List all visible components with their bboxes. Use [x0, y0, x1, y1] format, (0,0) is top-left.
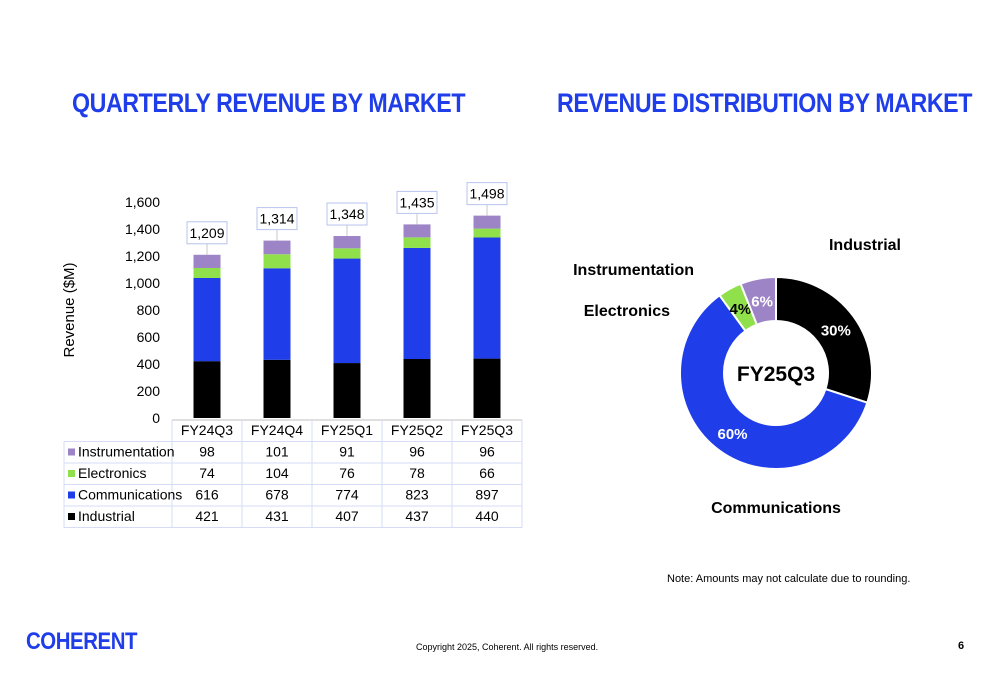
table-value: 897: [475, 487, 499, 503]
slice-percent-label: 30%: [821, 323, 851, 340]
bar-communications-fy24q3: [193, 278, 221, 362]
y-tick-label: 800: [137, 302, 161, 318]
table-value: 76: [339, 465, 355, 481]
donut-chart: 30% Industrial 60% Communications 4% Electron…: [573, 237, 901, 517]
slice-name-label: Industrial: [829, 237, 901, 254]
table-value: 101: [265, 444, 289, 460]
slice-percent-label: 6%: [751, 293, 773, 310]
table-value: 437: [405, 508, 429, 524]
table-value: 104: [265, 465, 289, 481]
bar-electronics-fy25q2: [403, 237, 431, 248]
total-label: 1,435: [399, 194, 434, 210]
bar-communications-fy25q1: [333, 258, 361, 364]
logo-text: COHERENT: [26, 628, 138, 655]
bar-electronics-fy24q3: [193, 268, 221, 279]
legend-swatch-industrial: [68, 513, 75, 520]
y-tick-label: 1,200: [125, 248, 160, 264]
bar-industrial-fy24q4: [263, 359, 291, 418]
category-label: FY24Q4: [251, 422, 303, 438]
stacked-bar-chart: 0 200 400 600 800 1,000 1,200 1,400 1,600 Revenue…: [61, 182, 523, 528]
legend-swatch-instrumentation: [68, 448, 75, 456]
category-label: FY24Q3: [181, 422, 233, 438]
total-callout-box: [256, 207, 298, 231]
slice-percent-label: 60%: [717, 426, 747, 443]
bar-communications-fy24q4: [263, 268, 291, 360]
bar-communications-fy25q2: [403, 247, 431, 360]
table-value: 91: [339, 444, 355, 460]
table-value: 678: [265, 487, 289, 503]
table-value: 616: [195, 487, 219, 503]
total-callout-box: [396, 190, 438, 214]
bar-industrial-fy25q3: [473, 358, 501, 418]
rounding-note: Note: Amounts may not calculate due to r…: [667, 573, 911, 585]
y-tick-label: 600: [137, 329, 161, 345]
total-callout-box: [326, 202, 368, 226]
table-value: 774: [335, 487, 359, 503]
bar-communications-fy25q3: [473, 237, 501, 359]
y-tick-label: 1,000: [125, 275, 160, 291]
table-value: 98: [199, 444, 215, 460]
slice-name-label: Communications: [711, 500, 841, 517]
table-value: 421: [195, 508, 219, 524]
copyright: Copyright 2025, Coherent. All rights res…: [416, 642, 599, 652]
donut-center-label: FY25Q3: [737, 363, 815, 386]
bar-industrial-fy25q2: [403, 359, 431, 418]
donut-slice-instrumentation: [739, 275, 777, 326]
bar-electronics-fy25q1: [333, 248, 361, 259]
bar-electronics-fy25q3: [473, 228, 501, 238]
y-axis-label: Revenue ($M): [61, 262, 78, 357]
table-value: 440: [475, 508, 499, 524]
bar-instrumentation-fy25q2: [403, 224, 431, 238]
slice-percent-label: 4%: [730, 301, 752, 318]
table-value: 96: [479, 444, 495, 460]
y-tick-label: 0: [152, 410, 160, 426]
y-tick-label: 200: [137, 383, 161, 399]
total-label: 1,314: [259, 211, 294, 227]
total-callout-box: [466, 182, 508, 206]
right-chart-title: REVENUE DISTRIBUTION BY MARKET: [557, 88, 972, 118]
total-label: 1,348: [329, 206, 364, 222]
category-label: FY25Q2: [391, 422, 443, 438]
coherent-logo: COHERENT: [26, 628, 157, 656]
total-callout-box: [186, 221, 228, 245]
slice-name-label: Instrumentation: [573, 262, 694, 279]
bar-industrial-fy25q1: [333, 363, 361, 418]
table-value: 407: [335, 508, 359, 524]
legend-label: Electronics: [78, 465, 146, 481]
category-label: FY25Q1: [321, 422, 373, 438]
donut-slice-industrial: [775, 275, 873, 404]
bar-industrial-fy24q3: [193, 361, 221, 418]
total-label: 1,209: [189, 225, 224, 241]
legend-label: Industrial: [78, 508, 135, 524]
bar-instrumentation-fy25q3: [473, 215, 501, 229]
bar-electronics-fy24q4: [263, 254, 291, 269]
legend-swatch-electronics: [68, 470, 75, 477]
bar-instrumentation-fy25q1: [333, 236, 361, 249]
bar-instrumentation-fy24q4: [263, 240, 291, 255]
table-value: 66: [479, 465, 495, 481]
donut-slice-communications: [679, 293, 869, 470]
slice-name-label: Electronics: [584, 303, 670, 320]
table-value: 823: [405, 487, 429, 503]
y-tick-label: 1,600: [125, 194, 160, 210]
page-number: 6: [958, 640, 965, 652]
total-label: 1,498: [469, 186, 504, 202]
table-value: 431: [265, 508, 289, 524]
y-tick-label: 1,400: [125, 221, 160, 237]
legend-swatch-communications: [68, 491, 75, 499]
category-label: FY25Q3: [461, 422, 513, 438]
table-value: 96: [409, 444, 425, 460]
table-value: 78: [409, 465, 425, 481]
y-tick-label: 400: [137, 356, 161, 372]
legend-label: Instrumentation: [78, 444, 175, 460]
left-chart-title: QUARTERLY REVENUE BY MARKET: [72, 88, 466, 118]
table-value: 74: [199, 465, 215, 481]
bar-instrumentation-fy24q3: [193, 254, 221, 269]
legend-label: Communications: [78, 487, 182, 503]
